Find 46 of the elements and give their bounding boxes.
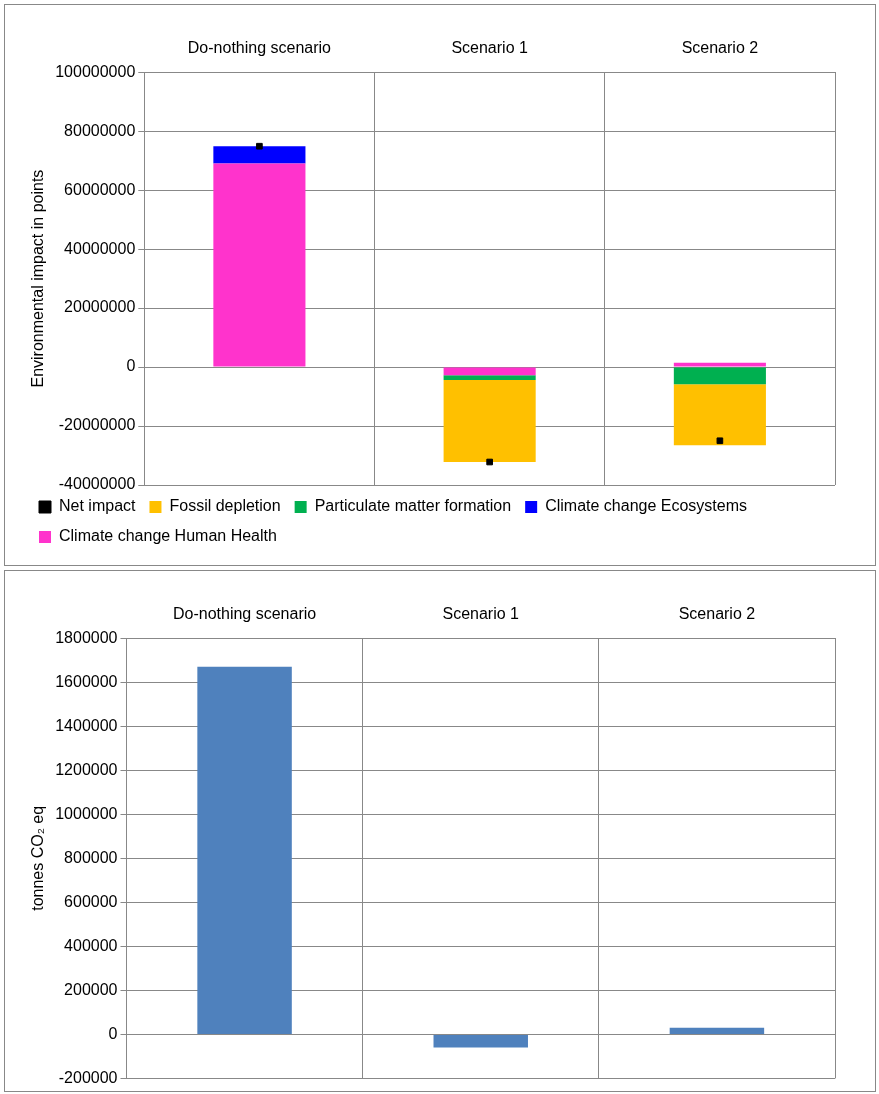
bar <box>673 362 766 367</box>
legend-label: Net impact <box>59 497 137 515</box>
y-tick-label: 1600000 <box>55 672 118 690</box>
y-tick-label: 800000 <box>64 848 118 866</box>
legend-label: Climate change Ecosystems <box>545 497 748 515</box>
legend-label: Climate change Human Health <box>59 527 277 545</box>
x-tick-label: Do-nothing scenario <box>187 39 332 57</box>
y-tick-label: 1400000 <box>55 716 118 734</box>
point <box>256 142 263 150</box>
y-tick-label: -20000000 <box>58 416 136 434</box>
bar <box>197 666 292 1034</box>
x-tick-label: Scenario 1 <box>442 605 520 623</box>
bar <box>443 380 536 462</box>
y-tick-label: 200000 <box>64 980 118 998</box>
y-tick-label: -40000000 <box>58 475 136 493</box>
x-tick-label: Scenario 1 <box>451 39 528 57</box>
y-tick-label: 600000 <box>64 892 118 910</box>
legend-label: Particulate matter formation <box>314 497 512 515</box>
bar <box>213 146 306 164</box>
y-tick-label: 60000000 <box>64 180 136 198</box>
y-tick-label: 400000 <box>64 936 118 954</box>
y-tick-label: 1200000 <box>55 760 118 778</box>
bar <box>433 1034 528 1048</box>
y-tick-label: 80000000 <box>64 121 136 139</box>
y-tick-label: 0 <box>108 1024 118 1042</box>
y-tick-label: 0 <box>126 357 136 375</box>
x-tick-label: Do-nothing scenario <box>172 605 317 623</box>
bar <box>673 384 766 446</box>
point <box>716 437 724 445</box>
bar <box>443 375 536 381</box>
point <box>486 458 493 466</box>
x-tick-label: Scenario 2 <box>678 605 756 623</box>
y-axis-title: tonnes CO₂ eq <box>29 805 47 911</box>
bar <box>213 163 306 367</box>
y-tick-label: 1800000 <box>55 628 118 646</box>
y-tick-label: 1000000 <box>55 804 118 822</box>
y-tick-label: 20000000 <box>64 298 136 316</box>
bar <box>443 367 536 376</box>
bar <box>669 1027 765 1034</box>
y-axis-title: Environmental impact in points <box>29 169 47 388</box>
bar <box>673 367 766 385</box>
y-tick-label: 100000000 <box>55 62 136 80</box>
y-tick-label: 40000000 <box>64 239 136 257</box>
x-tick-label: Scenario 2 <box>681 39 759 57</box>
legend-label: Fossil depletion <box>169 497 281 515</box>
y-tick-label: -200000 <box>58 1068 118 1086</box>
